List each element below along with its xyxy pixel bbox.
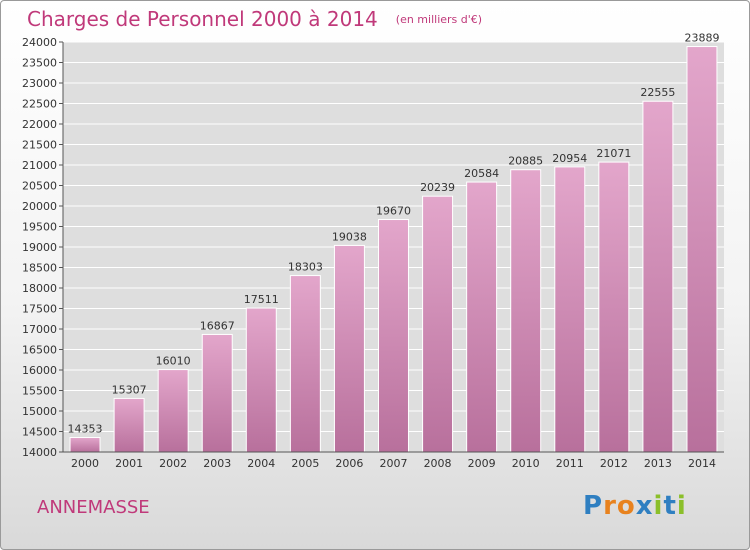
y-tick-label: 16500 [22, 344, 57, 357]
bar-2000 [69, 437, 101, 453]
y-tick-label: 14500 [22, 426, 57, 439]
x-tick-label: 2003 [203, 457, 231, 470]
x-tick-label: 2011 [556, 457, 584, 470]
bar-2007 [378, 219, 409, 453]
y-tick-label: 19000 [22, 241, 57, 254]
logo-letter: x [635, 491, 654, 521]
value-label: 19670 [376, 205, 411, 218]
bar-2003 [201, 333, 233, 453]
value-label: 19038 [332, 230, 367, 243]
y-tick-label: 22500 [22, 98, 57, 111]
value-label: 23889 [684, 32, 719, 45]
x-tick-label: 2001 [115, 457, 143, 470]
bar-2012 [598, 161, 630, 453]
value-label: 21071 [596, 147, 631, 160]
y-tick-label: 15500 [22, 385, 57, 398]
y-tick-label: 21500 [22, 139, 57, 152]
x-tick-label: 2007 [380, 457, 408, 470]
y-tick-label: 19500 [22, 221, 57, 234]
value-label: 18303 [288, 261, 323, 274]
bar-2008 [422, 195, 454, 453]
value-label: 20584 [464, 167, 499, 180]
bar-2006 [333, 244, 365, 453]
y-tick-label: 23500 [22, 57, 57, 70]
bar-2013 [642, 100, 674, 453]
y-axis: 14000 14500 15000 15500 16000 16500 17000 17500… [22, 36, 63, 459]
x-tick-label: 2012 [600, 457, 628, 470]
value-label: 22555 [640, 86, 675, 99]
x-tick-label: 2010 [512, 457, 540, 470]
value-label: 16010 [156, 355, 191, 368]
x-tick-label: 2002 [159, 457, 187, 470]
bar-2011 [554, 166, 586, 453]
y-tick-label: 20000 [22, 200, 57, 213]
x-tick-label: 2004 [247, 457, 275, 470]
bar-2001 [113, 397, 145, 453]
bar-2010 [510, 169, 542, 453]
x-tick-label: 2006 [335, 457, 363, 470]
logo-letter: P [583, 491, 604, 521]
value-label: 17511 [244, 293, 279, 306]
y-tick-label: 14000 [22, 446, 57, 459]
bar-2004 [245, 307, 277, 453]
bar-2002 [157, 369, 189, 453]
value-label: 16867 [200, 319, 235, 332]
bar-2014 [686, 46, 718, 453]
x-tick-label: 2014 [688, 457, 716, 470]
y-tick-label: 20500 [22, 180, 57, 193]
x-tick-label: 2000 [71, 457, 99, 470]
city-name: ANNEMASSE [37, 497, 150, 518]
chart-title: Charges de Personnel 2000 à 2014 (en mill… [27, 7, 482, 31]
y-tick-label: 15000 [22, 405, 57, 418]
logo-letter: i [653, 491, 664, 521]
value-label: 20885 [508, 155, 543, 168]
proxiti-logo[interactable]: Proxiti [583, 491, 687, 521]
y-tick-label: 24000 [22, 36, 57, 49]
x-axis: 2000 2001 2002 2003 2004 2005 2006 2007 2008 2009… [71, 457, 716, 470]
y-tick-label: 22000 [22, 118, 57, 131]
value-label: 20239 [420, 181, 455, 194]
logo-letter: i [676, 491, 687, 521]
value-label: 15307 [112, 383, 147, 396]
y-tick-label: 17500 [22, 303, 57, 316]
title-text: Charges de Personnel 2000 à 2014 [27, 7, 378, 31]
y-tick-label: 16000 [22, 364, 57, 377]
y-tick-label: 18000 [22, 282, 57, 295]
y-tick-label: 21000 [22, 159, 57, 172]
value-label: 20954 [552, 152, 587, 165]
bar-2009 [466, 181, 498, 453]
logo-letter: t [663, 491, 677, 521]
y-tick-label: 18500 [22, 262, 57, 275]
value-label: 14353 [68, 423, 103, 436]
y-tick-label: 23000 [22, 77, 57, 90]
logo-letter: r [603, 491, 617, 521]
logo-letter: o [616, 491, 636, 521]
x-tick-label: 2008 [424, 457, 452, 470]
chart-subtitle: (en milliers d'€) [395, 13, 483, 26]
y-tick-label: 17000 [22, 323, 57, 336]
x-tick-label: 2005 [291, 457, 319, 470]
x-tick-label: 2013 [644, 457, 672, 470]
bars: 14353 15307 16010 16867 17511 18303 19038 19670… [68, 32, 719, 453]
x-tick-label: 2009 [468, 457, 496, 470]
bar-2005 [289, 275, 321, 453]
